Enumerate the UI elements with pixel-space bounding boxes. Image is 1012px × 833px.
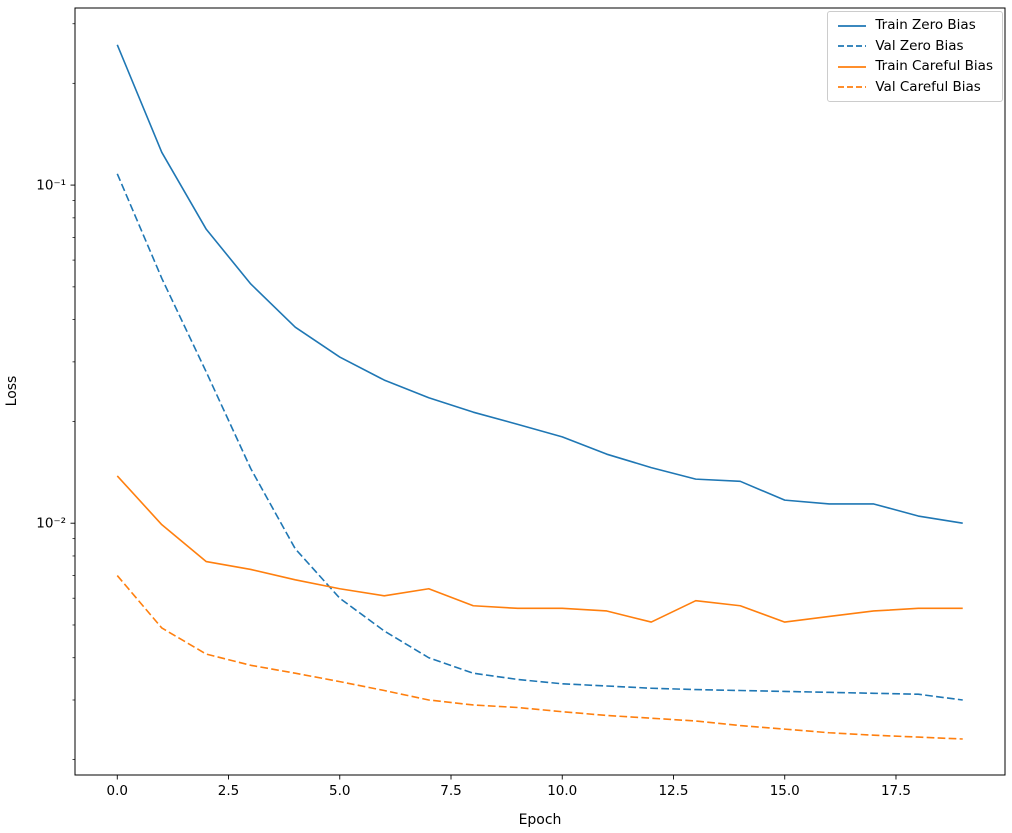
legend-line-sample (838, 24, 867, 27)
y-tick-label: 10⁻² (36, 516, 66, 532)
x-tick-label: 2.5 (218, 783, 239, 799)
x-tick-label: 12.5 (658, 783, 688, 799)
series-line-val-careful-bias (116, 575, 963, 740)
x-tick-label: 15.0 (770, 783, 800, 799)
x-tick-label: 5.0 (329, 783, 350, 799)
legend-line-sample (838, 45, 867, 48)
series-line-train-zero-bias (116, 44, 963, 524)
y-axis-label: Loss (4, 375, 20, 407)
legend-item: Val Zero Bias (837, 37, 993, 54)
legend-label: Val Careful Bias (875, 78, 981, 95)
y-tick-label: 10⁻¹ (36, 178, 66, 194)
legend-item: Train Careful Bias (837, 58, 993, 74)
x-tick-label: 17.5 (881, 783, 911, 799)
legend-item: Val Careful Bias (837, 78, 993, 95)
plot-frame (74, 7, 1006, 776)
legend-item: Train Zero Bias (837, 17, 993, 33)
legend-label: Train Zero Bias (875, 17, 976, 33)
legend-label: Val Zero Bias (875, 37, 964, 54)
x-tick-label: 7.5 (440, 783, 461, 799)
x-tick-label: 0.0 (107, 783, 128, 799)
series-line-val-zero-bias (116, 173, 963, 701)
legend-line-sample (838, 86, 867, 89)
legend: Train Zero Bias Val Zero Bias Train Carefu… (827, 11, 1003, 102)
series-line-train-careful-bias (116, 475, 963, 623)
legend-label: Train Careful Bias (875, 58, 993, 74)
x-tick-label: 10.0 (547, 783, 577, 799)
legend-line-sample (838, 65, 867, 68)
x-axis-label: Epoch (518, 812, 562, 828)
